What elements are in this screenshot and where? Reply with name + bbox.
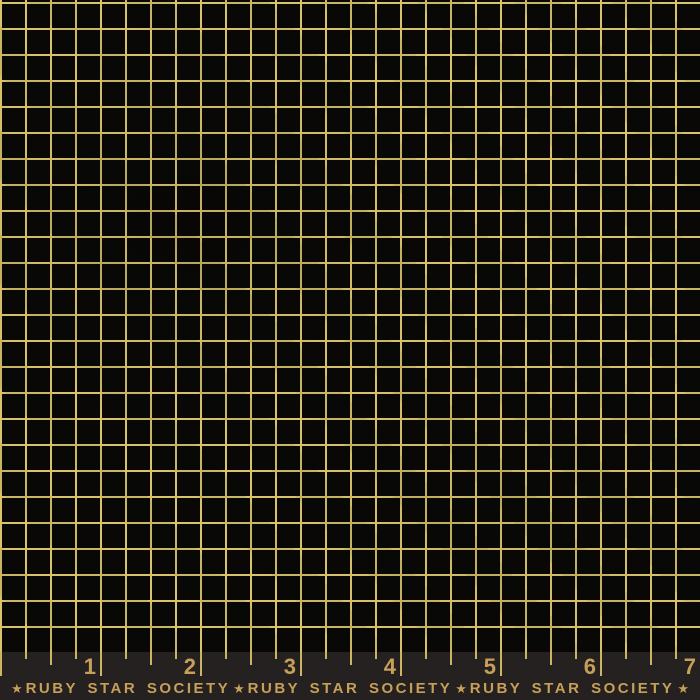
ruler-number: 2 xyxy=(183,654,196,679)
star-icon: ★ xyxy=(677,681,689,696)
brand-text: RUBY STAR SOCIETY xyxy=(469,680,675,697)
ruler-number: 1 xyxy=(83,654,96,679)
ruler-number: 3 xyxy=(283,654,296,679)
ruler-number: 4 xyxy=(383,654,396,679)
brand-text: RUBY STAR SOCIETY xyxy=(247,680,453,697)
selvage-edge: 1 2 3 4 5 6 7 ★ RUBY STAR SOCIETY ★ RUBY… xyxy=(0,652,700,700)
star-icon: ★ xyxy=(233,681,245,696)
ruler-number: 6 xyxy=(583,654,596,679)
ruler-inch-numbers: 1 2 3 4 5 6 7 xyxy=(0,655,700,679)
brand-text: RUBY STAR SOCIETY xyxy=(25,680,231,697)
star-icon: ★ xyxy=(11,681,23,696)
star-icon: ★ xyxy=(455,681,467,696)
selvage-brand-line: ★ RUBY STAR SOCIETY ★ RUBY STAR SOCIETY … xyxy=(11,681,689,697)
grid-pattern-horizontal-lines xyxy=(0,0,700,629)
ruler-number: 7 xyxy=(683,654,696,679)
ruler-number: 5 xyxy=(483,654,496,679)
